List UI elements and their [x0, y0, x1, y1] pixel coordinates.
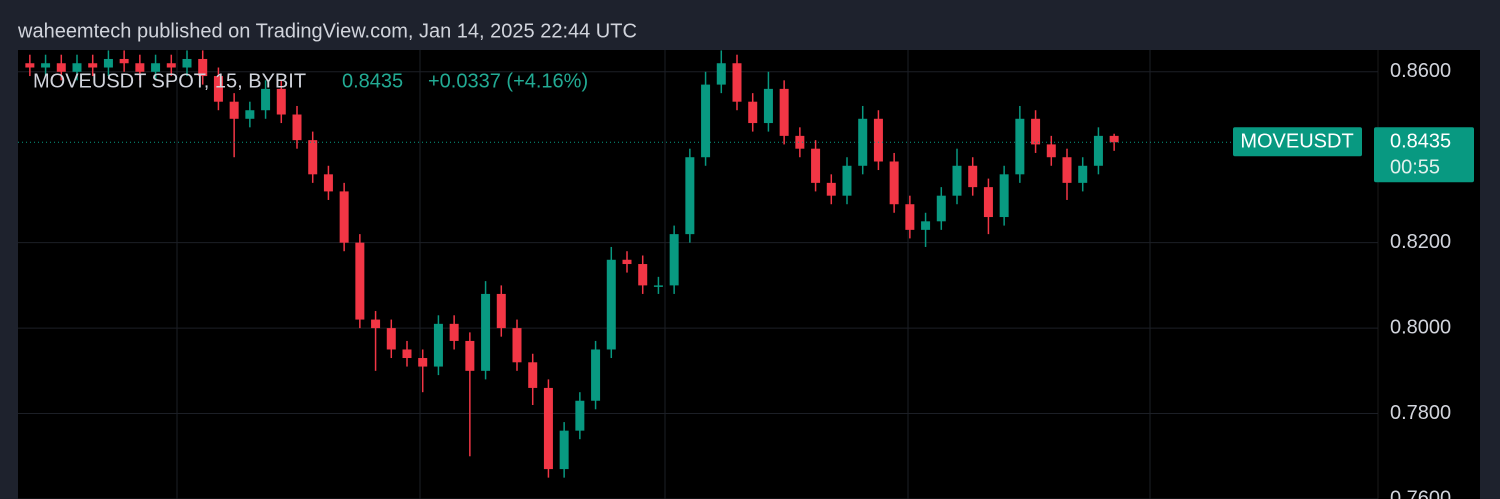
candle-body — [25, 63, 35, 68]
candle-body — [1031, 118, 1041, 145]
candle-body — [512, 328, 522, 363]
candle-body — [701, 84, 711, 158]
candle-body — [1046, 144, 1056, 158]
price-tag — [1374, 127, 1474, 183]
candle-body — [669, 234, 679, 286]
candle-body — [591, 349, 601, 401]
candle-body — [811, 148, 821, 183]
legend-change: +0.0337 (+4.16%) — [428, 70, 588, 92]
candle-body — [56, 63, 66, 72]
candle-body — [213, 76, 223, 102]
candle-body — [952, 165, 962, 196]
y-tick-label: 0.8600 — [1390, 60, 1451, 82]
candle-body — [1109, 135, 1119, 143]
candle-body — [999, 174, 1009, 218]
y-tick-label: 0.8000 — [1390, 316, 1451, 338]
symbol-tag — [1233, 127, 1362, 157]
candle-body — [496, 293, 506, 329]
vertical-grid — [176, 50, 1151, 499]
candle-body — [1078, 165, 1088, 183]
candle-body — [135, 63, 145, 72]
candle-body — [622, 259, 632, 265]
candle-body — [1062, 157, 1072, 183]
y-tick-label: 0.7600 — [1390, 487, 1451, 499]
candle-body — [481, 293, 491, 371]
candle-body — [921, 221, 931, 230]
candle-body — [716, 63, 726, 85]
candle-body — [402, 349, 412, 359]
candle-body — [103, 58, 113, 68]
candle-body — [182, 58, 192, 68]
candle-body — [151, 63, 161, 72]
candle-body — [418, 358, 428, 367]
candle-body — [638, 264, 648, 286]
candle-body — [826, 182, 836, 196]
legend-price: 0.8435 — [342, 70, 403, 92]
candle-body — [968, 165, 978, 188]
candle-body — [653, 285, 663, 287]
candle-body — [465, 340, 475, 371]
candle-body — [732, 63, 742, 102]
candle-body — [323, 174, 333, 192]
candle-body — [276, 88, 286, 115]
candle-body — [779, 88, 789, 136]
countdown: 00:55 — [1390, 157, 1440, 179]
candle-body — [559, 430, 569, 470]
candle-body — [1093, 135, 1103, 166]
candle-body — [543, 387, 553, 470]
y-tick-label: 0.7800 — [1390, 402, 1451, 424]
candle-body — [685, 157, 695, 235]
candle-body — [606, 259, 616, 350]
candle-body — [308, 140, 318, 175]
price-tag-value: 0.8435 — [1390, 131, 1451, 153]
candle-body — [889, 161, 899, 205]
candle-body — [936, 195, 946, 222]
candle-body — [245, 110, 255, 119]
candle-body — [386, 328, 396, 350]
candle-body — [748, 101, 758, 124]
candle-body — [1015, 118, 1025, 175]
candle-body — [449, 323, 459, 341]
candle-body — [166, 63, 176, 68]
symbol-tag-label: MOVEUSDT — [1240, 131, 1353, 153]
candle-body — [88, 63, 98, 68]
candle-body — [905, 204, 915, 230]
candle-body — [355, 242, 365, 320]
candle-body — [763, 88, 773, 124]
candle-body — [292, 114, 302, 141]
candle-body — [261, 88, 271, 111]
right-border — [1480, 50, 1500, 499]
chart-area — [18, 50, 1480, 499]
candle-body — [72, 63, 82, 72]
candle-body — [41, 63, 51, 68]
candle-body — [119, 58, 129, 64]
candle-body — [198, 58, 208, 77]
candle-body — [229, 101, 239, 119]
candle-body — [842, 165, 852, 196]
candle-body — [795, 135, 805, 149]
candle-body — [371, 319, 381, 329]
candle-body — [575, 400, 585, 431]
publish-header: waheemtech published on TradingView.com,… — [17, 20, 637, 42]
candle-body — [873, 118, 883, 162]
candle-body — [339, 191, 349, 243]
candle-body — [433, 323, 443, 367]
candle-body — [528, 362, 538, 388]
symbol-legend: MOVEUSDT SPOT, 15, BYBIT — [33, 70, 306, 92]
y-tick-label: 0.8200 — [1390, 231, 1451, 253]
candle-body — [983, 187, 993, 218]
